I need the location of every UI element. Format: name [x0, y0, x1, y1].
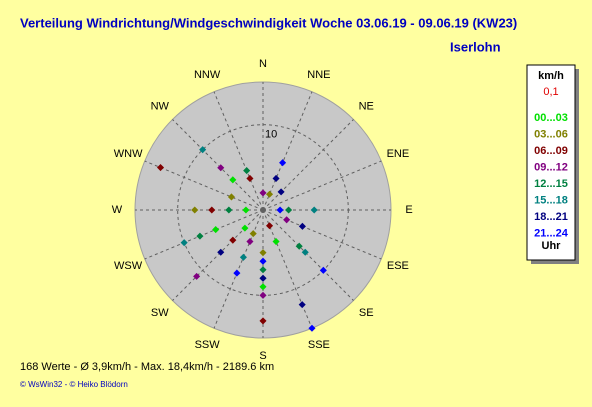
direction-label: S — [259, 350, 266, 362]
point — [246, 174, 254, 183]
legend-title: km/h — [538, 70, 564, 82]
point — [259, 291, 267, 299]
point — [156, 164, 165, 172]
point — [277, 188, 285, 196]
legend-footer: Uhr — [542, 240, 562, 252]
point — [199, 146, 207, 154]
chart-subtitle: Iserlohn — [450, 39, 501, 54]
point — [217, 164, 225, 172]
direction-label: SW — [151, 307, 169, 319]
point — [212, 226, 220, 234]
point — [229, 236, 237, 244]
point — [191, 206, 199, 214]
point — [243, 167, 251, 175]
point — [180, 239, 188, 247]
point — [259, 249, 267, 257]
copyright: © WsWin32 - © Heiko Blödorn — [20, 380, 128, 389]
point — [265, 222, 274, 230]
legend-label: 12...15 — [534, 178, 568, 190]
direction-label: NNE — [307, 69, 330, 81]
point — [246, 237, 254, 246]
point — [249, 230, 257, 238]
point — [285, 206, 293, 214]
legend-subtitle: 0,1 — [543, 86, 558, 98]
direction-label: N — [259, 58, 267, 70]
point — [193, 272, 201, 280]
point — [259, 274, 267, 282]
point — [241, 224, 249, 232]
direction-label: NNW — [194, 69, 221, 81]
point — [208, 206, 216, 214]
point — [225, 206, 233, 214]
point — [265, 190, 274, 198]
direction-label: SE — [359, 307, 374, 319]
point — [298, 222, 306, 230]
direction-label: NE — [359, 101, 374, 113]
direction-label: W — [112, 204, 123, 216]
point — [259, 266, 267, 274]
point — [259, 257, 267, 265]
point — [233, 269, 241, 277]
point — [319, 266, 327, 274]
point — [196, 232, 204, 240]
legend-label: 06...09 — [534, 145, 568, 157]
r-tick-label: 10 — [265, 129, 277, 141]
legend-label: 15...18 — [534, 194, 568, 206]
direction-label: E — [405, 204, 412, 216]
direction-label: ENE — [387, 148, 410, 160]
point — [229, 176, 237, 184]
point — [298, 301, 306, 309]
point — [283, 216, 291, 224]
point — [259, 317, 267, 325]
direction-label: SSW — [195, 339, 221, 351]
point — [227, 193, 236, 201]
point — [272, 174, 280, 183]
chart-title: Verteilung Windrichtung/Windgeschwindigk… — [20, 15, 517, 30]
legend-label: 18...21 — [534, 211, 568, 223]
legend-label: 00...03 — [534, 112, 568, 124]
point — [259, 283, 267, 291]
legend-box — [526, 64, 576, 261]
point — [272, 237, 280, 246]
point — [310, 206, 318, 214]
legend-label: 03...06 — [534, 128, 568, 140]
point — [301, 248, 309, 256]
direction-label: WNW — [114, 148, 143, 160]
point — [217, 248, 225, 256]
point — [308, 324, 316, 332]
direction-label: ESE — [387, 260, 409, 272]
point — [259, 189, 267, 197]
point — [276, 206, 284, 214]
legend-label: 21...24 — [534, 227, 569, 239]
legend-label: 09...12 — [534, 161, 568, 173]
direction-label: NW — [151, 101, 170, 113]
point — [295, 242, 303, 250]
footer: 168 Werte - Ø 3,9km/h - Max. 18,4km/h - … — [20, 361, 274, 373]
direction-label: SSE — [308, 339, 330, 351]
point — [242, 206, 250, 214]
direction-label: WSW — [114, 260, 143, 272]
point — [279, 159, 287, 167]
